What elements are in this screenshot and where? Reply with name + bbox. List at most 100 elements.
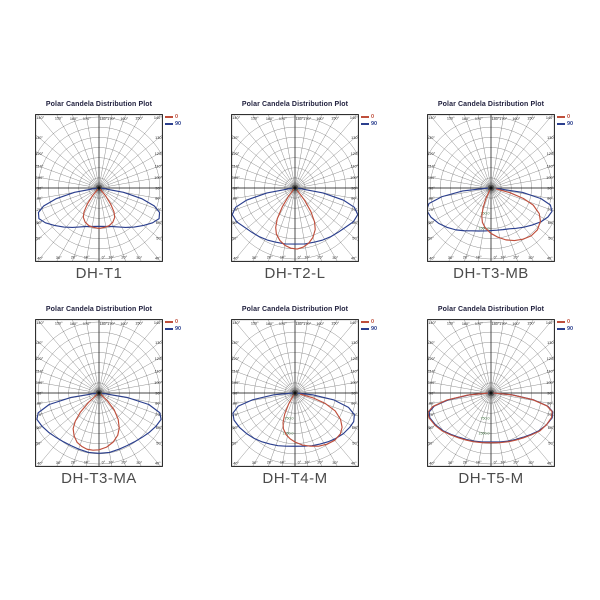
legend-line-red-icon: [361, 116, 369, 118]
chart-cell-dh-t4-m: Polar Candela Distribution Plot 0° 10° 10°…: [231, 306, 377, 492]
svg-text:90°: 90°: [351, 391, 357, 395]
svg-text:30°: 30°: [56, 256, 62, 260]
legend-item-90: 90: [361, 326, 395, 332]
svg-text:140°: 140°: [428, 116, 436, 120]
svg-text:120°: 120°: [547, 357, 555, 361]
svg-text:20°: 20°: [317, 461, 323, 465]
svg-text:30°: 30°: [332, 256, 338, 260]
chart-cell-dh-t1: Polar Candela Distribution Plot 0° 10° 10°…: [35, 101, 181, 287]
legend-item-90: 90: [361, 121, 395, 127]
svg-text:10°: 10°: [304, 255, 310, 259]
svg-text:20°: 20°: [71, 461, 77, 465]
svg-text:10°: 10°: [280, 460, 286, 464]
svg-text:130°: 130°: [155, 136, 163, 140]
legend-line-blue-icon: [165, 123, 173, 125]
svg-text:750.0: 750.0: [285, 417, 294, 421]
svg-text:170°: 170°: [83, 117, 91, 121]
svg-text:100°: 100°: [546, 176, 554, 180]
svg-text:180°: 180°: [296, 117, 304, 121]
svg-text:50°: 50°: [232, 442, 238, 446]
svg-text:120°: 120°: [351, 152, 359, 156]
svg-text:40°: 40°: [429, 256, 435, 260]
polar-plot: 0°10° 10°20° 20°30° 30°40° 40°50° 50°60° 60°70…: [231, 319, 359, 467]
svg-text:120°: 120°: [35, 357, 43, 361]
svg-text:10°: 10°: [280, 255, 286, 259]
svg-text:20°: 20°: [267, 256, 273, 260]
svg-text:120°: 120°: [351, 357, 359, 361]
svg-text:140°: 140°: [232, 321, 240, 325]
svg-text:30°: 30°: [332, 461, 338, 465]
svg-text:110°: 110°: [232, 370, 240, 374]
svg-text:170°: 170°: [107, 117, 115, 121]
svg-text:20°: 20°: [121, 256, 127, 260]
svg-text:80°: 80°: [37, 197, 43, 201]
svg-text:40°: 40°: [155, 461, 161, 465]
svg-text:80°: 80°: [429, 197, 435, 201]
legend-line-blue-icon: [557, 123, 565, 125]
chart-title: Polar Candela Distribution Plot: [437, 306, 545, 313]
svg-text:40°: 40°: [547, 461, 553, 465]
svg-text:20°: 20°: [463, 256, 469, 260]
svg-text:50°: 50°: [232, 237, 238, 241]
svg-text:150°: 150°: [527, 322, 535, 326]
svg-text:140°: 140°: [232, 116, 240, 120]
svg-text:100°: 100°: [350, 176, 358, 180]
svg-text:90°: 90°: [155, 186, 161, 190]
svg-text:70°: 70°: [155, 208, 161, 212]
svg-text:30°: 30°: [252, 256, 258, 260]
chart-caption: DH-T1: [75, 265, 123, 282]
legend-line-red-icon: [557, 321, 565, 323]
svg-text:90°: 90°: [233, 186, 239, 190]
legend-item-90: 90: [557, 121, 591, 127]
svg-text:100°: 100°: [36, 176, 44, 180]
svg-text:130°: 130°: [351, 341, 359, 345]
svg-text:80°: 80°: [155, 402, 161, 406]
chart-cell-dh-t2-l: Polar Candela Distribution Plot 0° 10° 10°…: [231, 101, 377, 287]
svg-text:40°: 40°: [547, 256, 553, 260]
legend-item-0: 0: [165, 114, 199, 120]
legend-item-0: 0: [557, 319, 591, 325]
svg-text:40°: 40°: [37, 461, 43, 465]
svg-text:1500.0: 1500.0: [283, 431, 294, 435]
svg-text:30°: 30°: [448, 256, 454, 260]
svg-text:40°: 40°: [429, 461, 435, 465]
svg-text:160°: 160°: [120, 322, 128, 326]
legend-item-0: 0: [361, 319, 395, 325]
legend-line-blue-icon: [361, 123, 369, 125]
svg-text:100°: 100°: [428, 176, 436, 180]
svg-text:150°: 150°: [331, 117, 339, 121]
svg-text:130°: 130°: [35, 341, 43, 345]
polar-plot: 0°10° 10°20° 20°30° 30°40° 40°50° 50°60° 60°70…: [35, 114, 163, 262]
svg-text:50°: 50°: [352, 237, 358, 241]
svg-text:60°: 60°: [428, 221, 434, 225]
svg-text:10°: 10°: [476, 255, 482, 259]
svg-text:20°: 20°: [513, 461, 519, 465]
svg-text:160°: 160°: [70, 117, 78, 121]
svg-text:50°: 50°: [36, 442, 42, 446]
svg-text:80°: 80°: [351, 402, 357, 406]
svg-text:40°: 40°: [233, 461, 239, 465]
svg-text:170°: 170°: [107, 322, 115, 326]
svg-text:60°: 60°: [36, 426, 42, 430]
svg-text:50°: 50°: [548, 442, 554, 446]
svg-text:140°: 140°: [546, 116, 554, 120]
svg-text:160°: 160°: [120, 117, 128, 121]
svg-text:10°: 10°: [84, 460, 90, 464]
svg-text:30°: 30°: [136, 461, 142, 465]
svg-text:170°: 170°: [303, 117, 311, 121]
legend-item-90: 90: [165, 121, 199, 127]
chart-title: Polar Candela Distribution Plot: [45, 306, 153, 313]
svg-text:80°: 80°: [547, 197, 553, 201]
chart-legend: 0 90: [361, 114, 395, 128]
svg-text:130°: 130°: [547, 341, 555, 345]
svg-text:50°: 50°: [156, 442, 162, 446]
svg-text:140°: 140°: [36, 321, 44, 325]
svg-text:160°: 160°: [512, 117, 520, 121]
svg-text:110°: 110°: [351, 165, 359, 169]
svg-text:110°: 110°: [155, 165, 163, 169]
svg-text:50°: 50°: [36, 237, 42, 241]
svg-text:60°: 60°: [352, 426, 358, 430]
svg-text:10°: 10°: [304, 460, 310, 464]
svg-text:20°: 20°: [513, 256, 519, 260]
svg-text:40°: 40°: [351, 256, 357, 260]
